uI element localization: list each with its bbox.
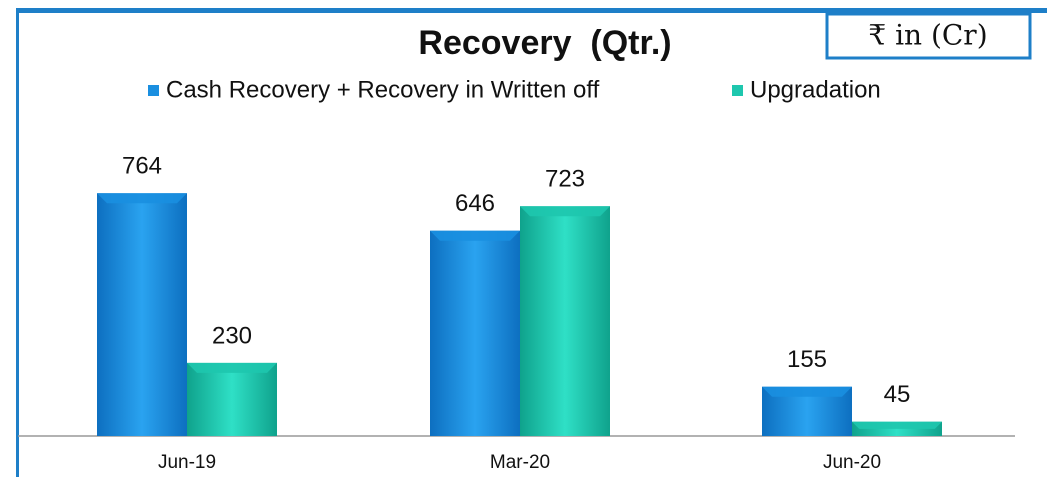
bar [520, 206, 610, 436]
bar-bevel [187, 362, 277, 373]
data-label: 230 [212, 322, 252, 349]
bar-bevel [430, 230, 520, 241]
bar-bevel [97, 193, 187, 204]
chart-title: Recovery (Qtr.) [418, 24, 671, 62]
data-label: 45 [884, 381, 911, 408]
legend-swatch [148, 85, 159, 96]
bar [97, 193, 187, 436]
unit-box [825, 12, 1032, 60]
top-border [18, 8, 1047, 13]
x-tick-label: Mar-20 [490, 452, 550, 473]
bar-bevel [852, 421, 942, 429]
data-label: 723 [545, 166, 585, 193]
data-label: 646 [455, 190, 495, 217]
legend-label: Upgradation [750, 76, 881, 103]
bar-bevel [762, 386, 852, 397]
legend-label: Cash Recovery + Recovery in Written off [166, 76, 600, 103]
unit-note: ₹ in (Cr) [868, 19, 987, 52]
data-label: 155 [787, 346, 827, 373]
x-tick-label: Jun-20 [823, 452, 881, 473]
data-label: 764 [122, 153, 162, 180]
legend-swatch [732, 85, 743, 96]
bar [187, 362, 277, 436]
left-border [16, 8, 19, 477]
bar [430, 230, 520, 436]
x-tick-label: Jun-19 [158, 452, 216, 473]
bar-bevel [520, 206, 610, 217]
